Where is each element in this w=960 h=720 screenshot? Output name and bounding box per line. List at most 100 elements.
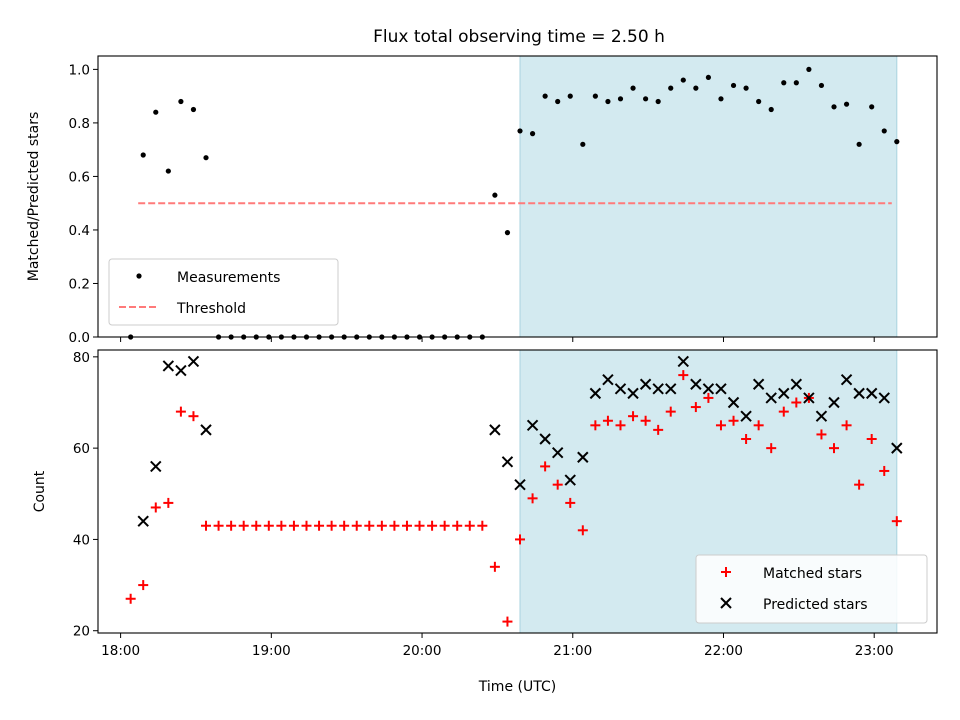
y-tick-label: 60 bbox=[73, 441, 90, 457]
predicted-stars-point bbox=[752, 378, 765, 390]
matched-stars-point bbox=[515, 534, 526, 545]
x-tick-label: 19:00 bbox=[252, 643, 291, 659]
matched-stars-point bbox=[766, 443, 777, 454]
matched-stars-point bbox=[728, 415, 739, 426]
count-y-axis-label: Count bbox=[32, 470, 48, 512]
predicted-stars-point bbox=[602, 373, 614, 386]
matched-stars-point bbox=[401, 520, 412, 531]
ratio-axes-frame bbox=[97, 55, 938, 338]
matched-stars-point bbox=[288, 520, 299, 531]
matched-stars-point bbox=[213, 520, 224, 531]
matched-stars-point bbox=[439, 520, 450, 531]
measurement-point bbox=[718, 96, 724, 102]
matched-stars-point bbox=[464, 520, 475, 531]
matched-stars-point bbox=[477, 520, 488, 531]
matched-stars-point bbox=[201, 520, 212, 531]
measurement-point bbox=[668, 85, 674, 91]
predicted-stars-point bbox=[740, 410, 752, 422]
predicted-stars-point bbox=[765, 392, 777, 404]
matched-stars-point bbox=[653, 424, 664, 435]
matched-stars-point bbox=[389, 520, 400, 531]
matched-stars-point bbox=[540, 461, 551, 472]
predicted-stars-point bbox=[702, 383, 715, 395]
matched-stars-point bbox=[816, 429, 827, 440]
predicted-stars-point bbox=[187, 355, 200, 368]
matched-stars-point bbox=[590, 420, 601, 431]
predicted-stars-point bbox=[690, 378, 702, 390]
matched-stars-point bbox=[376, 520, 387, 531]
ratio-legend: Measurements Threshold bbox=[108, 258, 339, 326]
measurement-point bbox=[856, 141, 862, 147]
predicted-stars-point bbox=[551, 446, 564, 459]
ratio-marks bbox=[128, 66, 900, 340]
matched-stars-point bbox=[414, 520, 425, 531]
measurement-point bbox=[605, 98, 611, 105]
count-legend: Matched stars Predicted stars bbox=[695, 554, 928, 624]
predicted-stars-point bbox=[652, 383, 664, 395]
measurement-point bbox=[592, 93, 598, 99]
matched-stars-point bbox=[175, 406, 186, 417]
y-tick-label: 0.4 bbox=[69, 223, 90, 239]
matched-stars-point bbox=[125, 593, 136, 604]
y-tick-label: 1.0 bbox=[69, 62, 90, 78]
measurement-point bbox=[743, 85, 749, 91]
matched-stars-point bbox=[866, 434, 877, 445]
measurement-point bbox=[655, 98, 661, 105]
predicted-stars-point bbox=[526, 419, 539, 432]
matched-stars-point bbox=[150, 502, 161, 513]
matched-stars-point bbox=[753, 420, 764, 431]
measurement-point bbox=[818, 82, 825, 89]
legend-label: Threshold bbox=[176, 301, 246, 317]
measurement-point bbox=[730, 82, 737, 89]
chart-title: Flux total observing time = 2.50 h bbox=[373, 27, 665, 47]
measurement-point bbox=[580, 141, 586, 147]
predicted-stars-point bbox=[627, 387, 639, 400]
matched-stars-point bbox=[628, 411, 639, 422]
predicted-stars-point bbox=[175, 364, 187, 377]
x-tick-label: 21:00 bbox=[553, 643, 592, 659]
count-panel: 18:00 19:00 20:00 21:00 22:00 23:00 20 40 60 80 C… bbox=[32, 349, 938, 695]
predicted-stars-point bbox=[489, 424, 501, 436]
measurement-point bbox=[504, 230, 511, 236]
x-tick-label: 20:00 bbox=[403, 643, 442, 659]
y-tick-label: 0.2 bbox=[69, 276, 90, 292]
matched-stars-point bbox=[741, 434, 752, 445]
matched-stars-point bbox=[427, 520, 438, 531]
count-ticks: 18:00 19:00 20:00 21:00 22:00 23:00 20 40 60 80 bbox=[73, 350, 894, 659]
predicted-stars-point bbox=[137, 515, 149, 527]
matched-stars-point bbox=[502, 616, 513, 627]
matched-stars-point bbox=[251, 520, 262, 531]
measurement-point bbox=[178, 98, 184, 105]
matched-stars-point bbox=[301, 520, 312, 531]
matched-stars-point bbox=[891, 516, 902, 527]
measurement-point bbox=[843, 101, 850, 107]
x-tick-label: 18:00 bbox=[101, 643, 140, 659]
measurement-point bbox=[806, 66, 812, 72]
matched-stars-point bbox=[452, 520, 463, 531]
measurement-point bbox=[756, 98, 762, 105]
legend-label: Measurements bbox=[177, 270, 280, 286]
measurement-point bbox=[869, 104, 875, 110]
matched-stars-point bbox=[678, 370, 689, 381]
predicted-stars-point bbox=[815, 410, 828, 422]
measurement-point bbox=[190, 106, 197, 113]
measurement-point bbox=[555, 98, 561, 105]
matched-stars-point bbox=[829, 443, 840, 454]
predicted-stars-point bbox=[665, 383, 677, 395]
measurement-point bbox=[881, 128, 887, 134]
legend-label: Predicted stars bbox=[763, 597, 868, 613]
predicted-stars-point bbox=[564, 474, 576, 486]
matched-stars-point bbox=[640, 415, 651, 426]
matched-stars-point bbox=[351, 520, 362, 531]
matched-stars-point bbox=[602, 415, 613, 426]
matched-stars-point bbox=[577, 525, 588, 536]
x-tick-label: 22:00 bbox=[704, 643, 743, 659]
measurement-point bbox=[492, 192, 498, 198]
measurement-point bbox=[768, 106, 774, 113]
ratio-panel: 0.0 0.2 0.4 0.6 0.8 1.0 Matched/Predicted sta… bbox=[26, 55, 938, 346]
legend-label: Matched stars bbox=[763, 566, 862, 582]
matched-stars-point bbox=[703, 392, 714, 403]
matched-stars-point bbox=[263, 520, 274, 531]
observing-window-shading bbox=[519, 55, 898, 338]
legend-box bbox=[695, 554, 928, 624]
